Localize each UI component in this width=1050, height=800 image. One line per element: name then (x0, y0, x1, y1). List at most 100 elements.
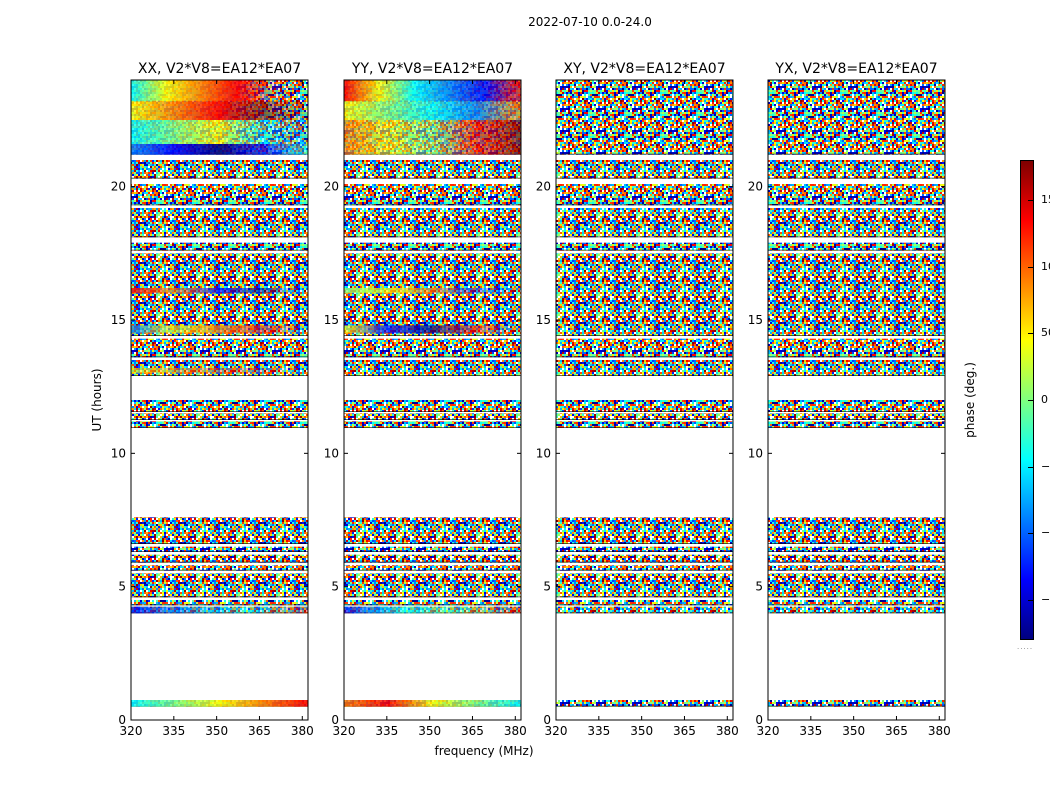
phase-band (131, 288, 308, 294)
block-edge (768, 356, 945, 358)
block-edge (131, 561, 308, 563)
heatmap-block (344, 565, 521, 571)
heatmap-block (131, 546, 308, 552)
x-tick-label: 365 (461, 724, 484, 738)
block-edge (131, 375, 308, 376)
colorbar-tick-label: 50 (1041, 326, 1050, 340)
x-tick-label: 365 (673, 724, 696, 738)
block-edge (556, 356, 733, 358)
block-edge (768, 204, 945, 206)
block-edge (768, 705, 945, 707)
y-tick-label: 0 (118, 713, 126, 727)
block-edge (344, 419, 521, 420)
heatmap-block (344, 360, 521, 376)
block-edge (556, 569, 733, 571)
figure-title: 2022-07-10 0.0-24.0 (528, 15, 652, 29)
heatmap-block (344, 338, 521, 358)
x-tick-label: 350 (842, 724, 865, 738)
heatmap-block (768, 80, 945, 155)
heatmap-block (131, 573, 308, 598)
heatmap-block (556, 400, 733, 412)
heatmap-block (131, 242, 308, 251)
block-edge (344, 204, 521, 206)
block-edge (131, 411, 308, 412)
phase-band (344, 325, 521, 334)
heatmap-block (344, 160, 521, 179)
panel-frame (130, 79, 309, 721)
heatmap-block (768, 565, 945, 571)
block-edge (556, 427, 733, 428)
panel-title: XY, V2*V8=EA12*EA07 (563, 61, 725, 77)
heatmap-block (344, 554, 521, 563)
colorbar-tick-label: 0 (1041, 393, 1048, 406)
heatmap-block (768, 338, 945, 358)
heatmap-block (556, 546, 733, 552)
heatmap-block (131, 600, 308, 606)
phase-band (131, 120, 308, 144)
block-edge (131, 335, 308, 336)
block-edge (556, 604, 733, 606)
heatmap-block (556, 360, 733, 376)
heatmap-block (556, 160, 733, 179)
y-tick-label: 15 (111, 313, 126, 327)
panel-frame (555, 79, 734, 721)
colorbar-tick-label: −50 (1041, 459, 1050, 473)
block-edge (131, 543, 308, 544)
heatmap-block (344, 546, 521, 552)
y-tick-label: 5 (755, 580, 763, 594)
phase-band (344, 288, 521, 294)
block-edge (131, 177, 308, 179)
heatmap-block (344, 208, 521, 238)
block-edge (556, 249, 733, 251)
block-edge (344, 236, 521, 238)
phase-band (344, 80, 521, 102)
block-edge (344, 356, 521, 358)
colorbar-tick-label: 100 (1041, 259, 1050, 273)
x-tick-label: 320 (333, 724, 356, 738)
heatmap-block (131, 184, 308, 206)
block-edge (131, 427, 308, 428)
phase-band (344, 606, 521, 614)
y-tick-label: 15 (536, 313, 551, 327)
heatmap-block (556, 517, 733, 544)
panel-yy: YY, V2*V8=EA12*EA07 320 335 350 365 380 0 5 10 15… (324, 61, 527, 738)
colorbar-dots: ..... (1017, 643, 1034, 651)
phase-band (131, 325, 308, 334)
x-tick-label: 380 (716, 724, 739, 738)
block-edge (556, 411, 733, 412)
heatmap-block (131, 413, 308, 420)
y-tick-label: 20 (748, 180, 763, 194)
y-tick-label: 10 (536, 446, 551, 460)
block-edge (556, 612, 733, 614)
heatmap-block (556, 565, 733, 571)
heatmap-block (556, 573, 733, 598)
block-edge (768, 236, 945, 238)
block-edge (556, 335, 733, 336)
heatmap-block (768, 413, 945, 420)
phase-band (131, 144, 308, 155)
heatmap-block (768, 400, 945, 412)
block-edge (768, 551, 945, 552)
phase-band (344, 101, 521, 120)
block-edge (131, 551, 308, 552)
heatmap-block (556, 184, 733, 206)
block-edge (344, 543, 521, 544)
panel-title: YY, V2*V8=EA12*EA07 (351, 61, 513, 77)
block-edge (344, 249, 521, 251)
panel-frame (767, 79, 946, 721)
block-edge (556, 551, 733, 552)
heatmap-block (768, 184, 945, 206)
colorbar-tick (1028, 266, 1034, 268)
x-tick-label: 335 (587, 724, 610, 738)
block-edge (768, 569, 945, 571)
heatmap-block (768, 208, 945, 238)
block-edge (768, 177, 945, 179)
y-tick-label: 20 (111, 180, 126, 194)
block-edge (344, 604, 521, 606)
x-tick-label: 380 (504, 724, 527, 738)
x-tick-label: 380 (928, 724, 951, 738)
heatmap-block (344, 253, 521, 336)
x-tick-label: 320 (120, 724, 143, 738)
y-tick-label: 0 (755, 713, 763, 727)
